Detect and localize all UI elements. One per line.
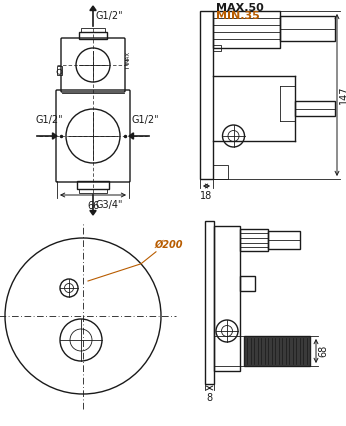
Text: 18: 18 — [200, 191, 213, 201]
Bar — [295, 101, 335, 116]
Polygon shape — [90, 210, 96, 215]
Polygon shape — [90, 6, 96, 11]
Text: 147: 147 — [339, 86, 346, 104]
Bar — [200, 11, 213, 179]
Bar — [280, 16, 335, 41]
Polygon shape — [53, 133, 57, 139]
Bar — [213, 11, 280, 48]
Bar — [244, 336, 310, 366]
Text: 66: 66 — [87, 201, 99, 211]
Bar — [213, 45, 221, 51]
Bar — [79, 32, 107, 39]
Text: G3/4": G3/4" — [96, 200, 124, 210]
Bar — [213, 165, 228, 179]
Text: G1/2": G1/2" — [131, 115, 158, 125]
Text: MIN.35: MIN.35 — [216, 11, 260, 21]
Bar — [81, 28, 104, 32]
Text: G1/2": G1/2" — [35, 115, 63, 125]
Bar — [77, 181, 109, 189]
Text: MAX.50: MAX.50 — [216, 3, 264, 13]
Bar — [214, 226, 240, 371]
Text: G1/2": G1/2" — [96, 11, 124, 21]
Bar — [240, 229, 268, 251]
Text: 8: 8 — [207, 393, 212, 403]
Polygon shape — [129, 133, 134, 139]
Text: MAX: MAX — [125, 51, 130, 63]
Bar — [57, 66, 62, 75]
Bar — [268, 231, 300, 249]
Bar — [240, 276, 255, 291]
Bar — [79, 189, 107, 193]
Bar — [205, 221, 214, 384]
Text: 68: 68 — [318, 345, 328, 357]
Text: Ø200: Ø200 — [154, 240, 182, 250]
